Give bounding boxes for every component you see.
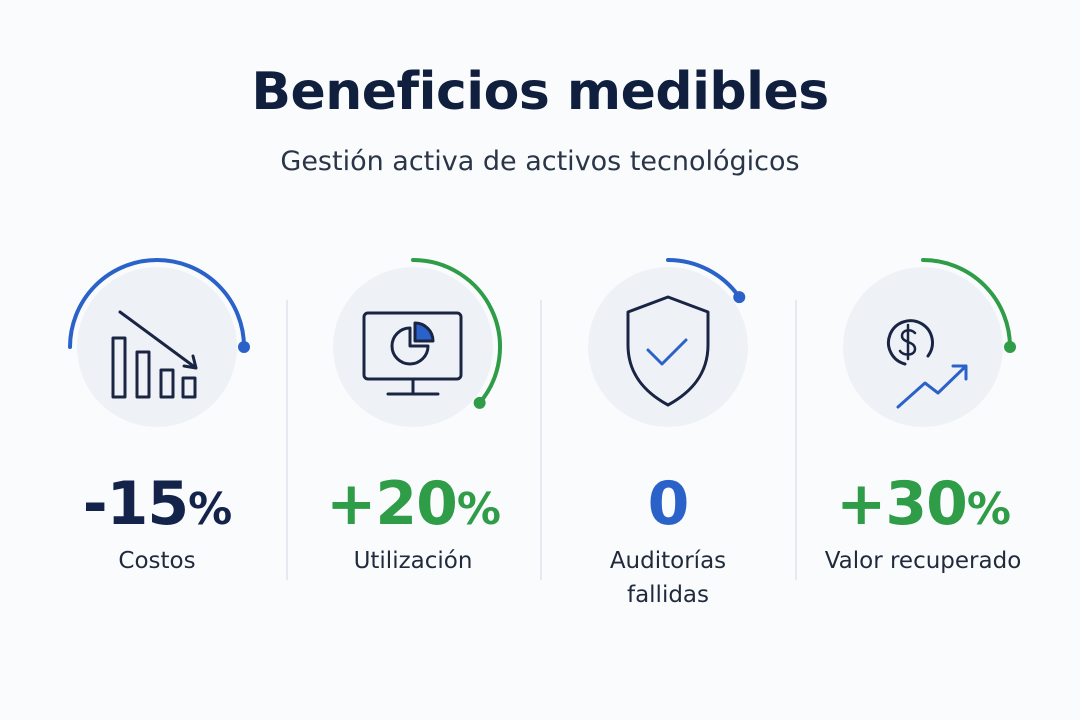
icon-monitor [362,311,463,396]
icon-stand [386,377,440,396]
icon-dollar [898,323,917,361]
icon-check [646,338,688,366]
arc-dot [733,291,746,304]
icon-bar [111,336,127,399]
metric-label: Valor recuperado [824,548,1022,574]
arc-dot [238,341,250,353]
icon-trend [896,364,968,409]
progress-arc [68,258,246,349]
metric-value: 0 [543,468,793,540]
progress-arc [411,258,502,405]
icon-circle [843,267,1003,427]
metric-label: Costos [118,548,196,574]
icon-bar [181,376,197,399]
metric-value: +30% [798,468,1048,546]
metric-number: +30 [836,469,968,539]
icon-shield-body [626,295,710,407]
metric-unit: % [966,484,1011,535]
metric-number: 0 [647,469,690,539]
icon-bar [159,368,175,399]
icon-backgrounds [77,267,1003,427]
metric-unit: % [456,484,501,535]
arcs [68,258,1016,409]
metric-label: Utilización [353,548,473,574]
metric-unit: % [188,484,232,535]
metric-value: +20% [288,468,538,546]
metric-value: -15% [32,468,282,546]
metric-label: Auditorías fallidas [609,548,727,608]
icon-bar [135,350,151,399]
dividers [286,300,797,580]
metric-number: +20 [326,469,458,539]
subtitle: Gestión activa de activos tecnológicos [280,146,800,177]
icon-coin [887,319,934,366]
progress-arc [921,258,1012,349]
icon-costs [111,310,198,399]
icon-circle [588,267,748,427]
icon-circle [77,267,237,427]
icon-arrow [118,310,198,370]
title: Beneficios medibles [251,62,829,122]
icon-shield [626,295,710,407]
arc-dot [1004,341,1016,353]
arc-dot [473,396,486,409]
icon-value [887,319,968,409]
progress-arc [666,258,742,300]
metric-number: -15 [82,469,189,539]
icon-pie [390,326,430,366]
icon-pie-slice [413,321,435,343]
